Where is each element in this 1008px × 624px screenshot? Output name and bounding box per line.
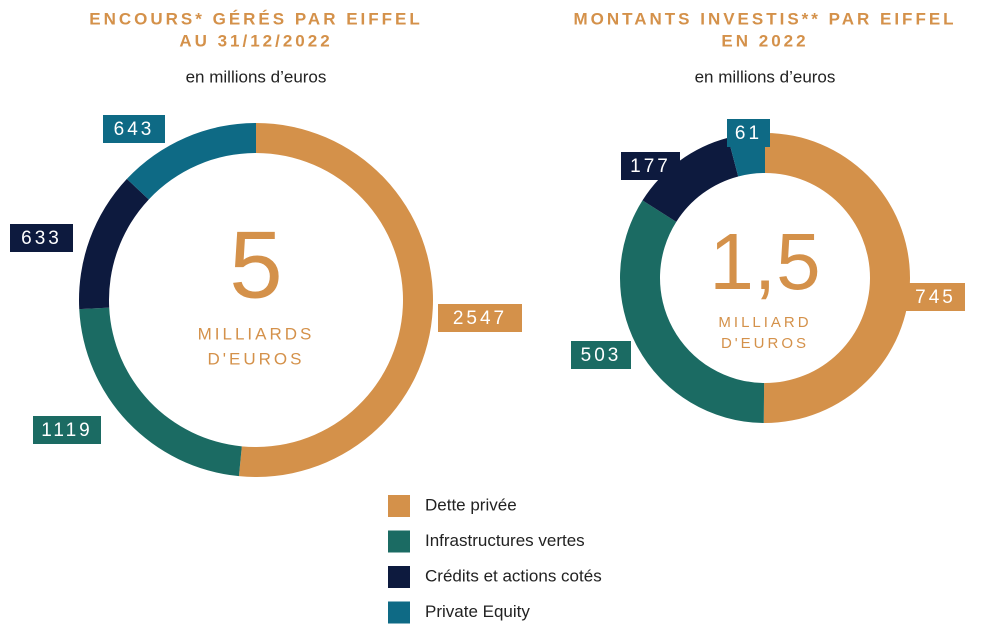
donut-segment [79, 307, 242, 477]
value-label: 177 [630, 156, 671, 177]
value-label-box [33, 416, 101, 444]
value-label-box [438, 304, 522, 332]
value-label: 2547 [453, 308, 507, 329]
center-label: MILLIARD [718, 314, 811, 331]
value-label-box [621, 152, 680, 180]
legend-swatch [388, 530, 410, 553]
center-label: MILLIARDS [198, 324, 315, 343]
value-label-box [10, 224, 73, 252]
value-label-box [906, 283, 965, 311]
value-label: 1119 [41, 420, 92, 441]
donut-segment [78, 178, 149, 310]
center-value: 1,5 [709, 217, 820, 306]
value-label: 503 [581, 345, 622, 366]
value-label-box [103, 115, 165, 143]
legend-label: Infrastructures vertes [425, 531, 585, 550]
chart-subtitle: en millions d’euros [186, 67, 327, 86]
chart-title: AU 31/12/2022 [179, 31, 332, 50]
legend-label: Dette privée [425, 495, 517, 514]
legend-swatch [388, 566, 410, 588]
chart-title: ENCOURS* GÉRÉS PAR EIFFEL [89, 9, 423, 28]
legend-label: Crédits et actions cotés [425, 566, 602, 585]
value-label: 633 [21, 228, 62, 249]
donut-segment [126, 123, 256, 200]
legend-swatch [388, 601, 410, 624]
donut-segment [620, 200, 765, 423]
donut-segment [763, 133, 911, 423]
chart-title: MONTANTS INVESTIS** PAR EIFFEL [573, 9, 956, 28]
donut-segment [642, 137, 739, 222]
legend-label: Private Equity [425, 602, 530, 621]
chart-title: EN 2022 [721, 31, 808, 50]
center-label: D'EUROS [208, 349, 305, 368]
value-label: 745 [915, 287, 956, 308]
value-label: 643 [114, 119, 155, 140]
value-label: 61 [735, 123, 762, 144]
value-label-box [571, 341, 631, 369]
legend-swatch [388, 495, 410, 517]
center-label: D'EUROS [721, 335, 809, 352]
value-label-box [727, 119, 770, 147]
donut-segment [238, 123, 434, 478]
chart-subtitle: en millions d’euros [695, 67, 836, 86]
center-value: 5 [229, 211, 282, 318]
